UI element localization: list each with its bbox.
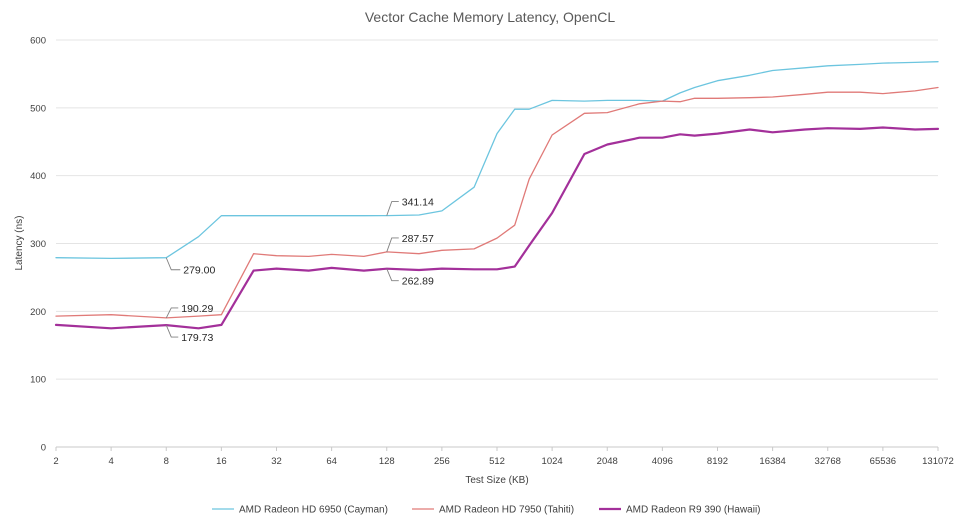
- x-tick-label: 16384: [759, 456, 785, 467]
- y-tick-label: 0: [41, 443, 46, 454]
- x-tick-label: 16: [216, 456, 227, 467]
- y-tick-label: 600: [30, 36, 46, 47]
- data-label-leader: [386, 237, 399, 253]
- y-axis-ticks: 0 100 200 300 400 500 600: [30, 36, 46, 454]
- x-tick-label: 131072: [922, 456, 954, 467]
- x-tick-label: 8192: [707, 456, 728, 467]
- x-tick-label: 8: [164, 456, 169, 467]
- data-label-leader: [165, 324, 179, 338]
- series-line-2: [54, 126, 940, 330]
- legend-label-0: AMD Radeon HD 6950 (Cayman): [239, 505, 388, 516]
- x-tick-label: 64: [326, 456, 337, 467]
- legend-label-2: AMD Radeon R9 390 (Hawaii): [626, 505, 761, 516]
- y-tick-label: 300: [30, 239, 46, 250]
- x-tick-label: 32: [271, 456, 282, 467]
- x-tick-label: 512: [489, 456, 505, 467]
- data-label-leader: [386, 268, 399, 282]
- data-labels: 279.00 341.14 190.29 287.57 179.73 262.89: [165, 197, 434, 344]
- x-tick-label: 128: [379, 456, 395, 467]
- y-axis-title: Latency (ns): [14, 215, 25, 270]
- y-tick-label: 100: [30, 375, 46, 386]
- data-label-leader: [165, 307, 179, 319]
- x-axis-ticks: 2 4 8 16 32 64 128 256 512 1024 2048 4096 8192 16384 3…: [53, 447, 954, 467]
- y-tick-label: 500: [30, 103, 46, 114]
- data-label: 190.29: [181, 303, 213, 315]
- data-label: 287.57: [402, 233, 434, 245]
- x-tick-label: 65536: [870, 456, 896, 467]
- data-label: 279.00: [183, 265, 215, 277]
- data-label: 262.89: [402, 276, 434, 288]
- data-label: 179.73: [181, 332, 213, 344]
- gridlines: [56, 39, 938, 380]
- x-tick-label: 4096: [652, 456, 673, 467]
- series-line-1: [55, 86, 939, 319]
- y-tick-label: 200: [30, 307, 46, 318]
- chart-title: Vector Cache Memory Latency, OpenCL: [365, 9, 616, 25]
- x-tick-label: 4: [108, 456, 113, 467]
- legend: AMD Radeon HD 6950 (Cayman) AMD Radeon HD…: [212, 505, 761, 516]
- data-label-leader: [165, 257, 181, 271]
- x-tick-label: 2048: [597, 456, 618, 467]
- legend-label-1: AMD Radeon HD 7950 (Tahiti): [439, 505, 574, 516]
- data-label-leader: [386, 201, 399, 216]
- x-tick-label: 256: [434, 456, 450, 467]
- x-tick-label: 2: [53, 456, 58, 467]
- series-line-0: [55, 61, 939, 260]
- data-label: 341.14: [402, 197, 434, 209]
- x-axis-title: Test Size (KB): [465, 475, 528, 486]
- y-tick-label: 400: [30, 171, 46, 182]
- x-tick-label: 32768: [815, 456, 841, 467]
- x-tick-label: 1024: [542, 456, 563, 467]
- series-lines: [54, 61, 940, 330]
